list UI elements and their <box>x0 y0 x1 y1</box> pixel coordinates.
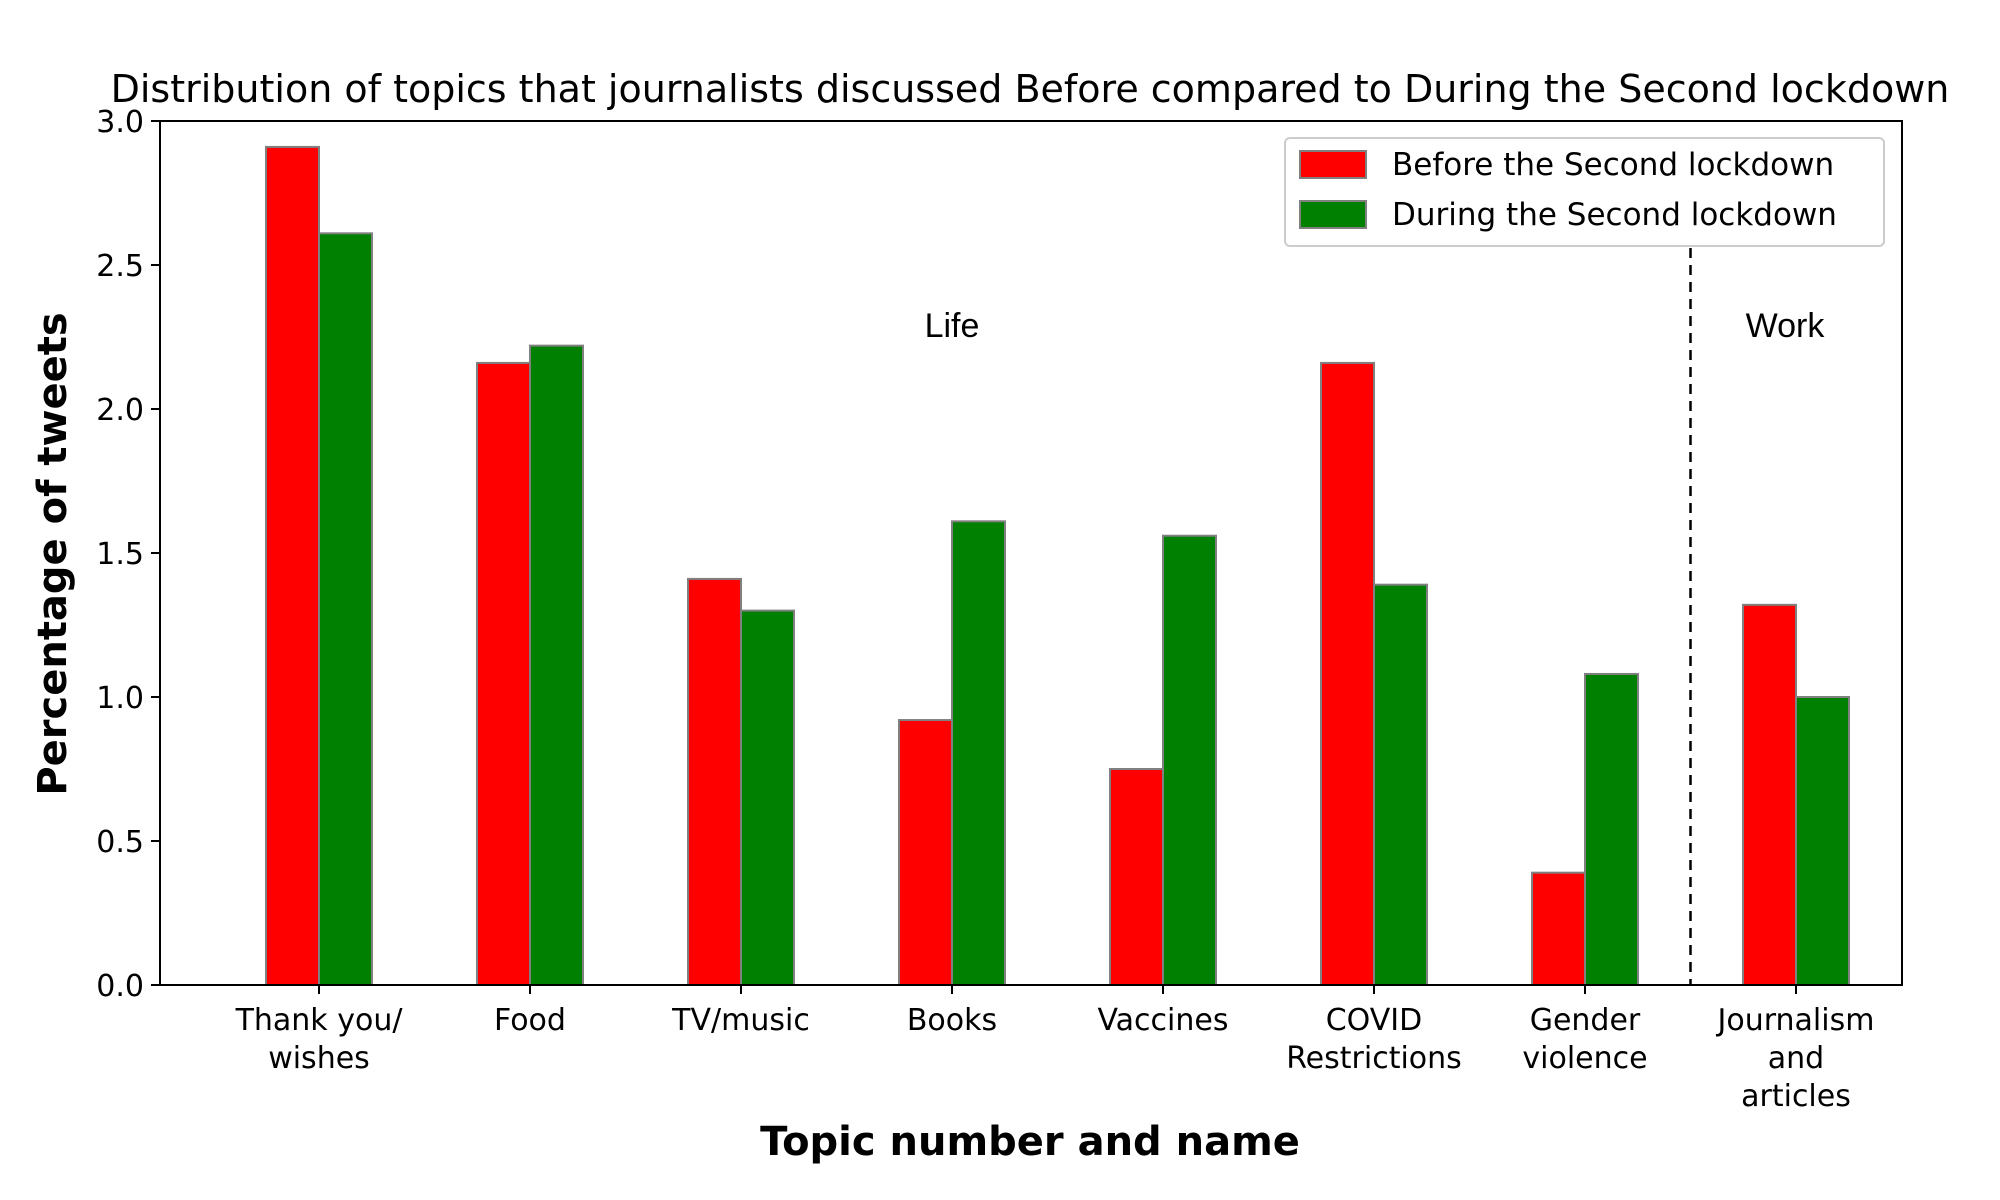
annotations: Life Work <box>925 307 1826 345</box>
annotation-life: Life <box>925 307 980 345</box>
y-tick-label: 1.5 <box>96 537 144 572</box>
bar-before-1 <box>476 361 531 987</box>
y-tick-label: 0.0 <box>96 969 144 1004</box>
bar-during-4 <box>1162 534 1217 986</box>
bar-during-0 <box>318 232 373 986</box>
x-tick-label-line: articles <box>1741 1079 1851 1114</box>
x-tick-label-line: TV/music <box>671 1003 810 1038</box>
y-axis: 0.0 0.5 1.0 1.5 2.0 2.5 3.0 <box>96 105 160 1004</box>
bar-during-5 <box>1373 583 1428 986</box>
bar-before-6 <box>1531 871 1586 986</box>
legend-swatch <box>1299 200 1367 229</box>
y-tick-label: 2.0 <box>96 393 144 428</box>
bar-before-2 <box>687 577 742 986</box>
y-axis-label: Percentage of tweets <box>30 312 76 795</box>
x-tick-label: Thank you/wishes <box>235 1003 404 1076</box>
bar-before-4 <box>1109 768 1164 986</box>
bar-during-7 <box>1795 696 1850 986</box>
x-tick-label-line: Books <box>907 1003 997 1038</box>
y-tick-label: 0.5 <box>96 825 144 860</box>
x-tick-label: Gender violence <box>1522 1003 1647 1076</box>
x-tick-label: Journalism and articles <box>1716 1003 1875 1114</box>
x-tick-label: COVID Restrictions <box>1286 1003 1462 1076</box>
x-tick-label-line: and <box>1768 1041 1824 1076</box>
x-tick-label-line: Restrictions <box>1286 1041 1462 1076</box>
plot-frame <box>159 120 1903 986</box>
x-axis-label: Topic number and name <box>760 1119 1300 1165</box>
bar-before-5 <box>1320 361 1375 987</box>
bar-before-7 <box>1742 603 1797 987</box>
y-tick-label: 3.0 <box>96 105 144 140</box>
y-tick-label: 1.0 <box>96 681 144 716</box>
legend-label: During the Second lockdown <box>1392 197 1837 233</box>
bar-during-6 <box>1584 672 1639 987</box>
legend: Before the Second lockdown During the Sec… <box>1284 137 1885 247</box>
annotation-work: Work <box>1746 307 1826 345</box>
x-tick-label-line: wishes <box>268 1041 370 1076</box>
chart-title: Distribution of topics that journalists … <box>111 67 1950 111</box>
x-tick-label-line: Journalism <box>1716 1003 1875 1038</box>
bar-before-0 <box>265 145 320 987</box>
legend-box <box>1284 137 1885 247</box>
x-tick-label: Food <box>494 1003 566 1038</box>
bar-before-3 <box>898 719 953 986</box>
x-tick-label-line: Gender <box>1530 1003 1641 1038</box>
x-tick-label-line: Food <box>494 1003 566 1038</box>
legend-label: Before the Second lockdown <box>1392 147 1834 183</box>
x-axis: Thank you/wishes Food TV/music Books Vaccine… <box>235 985 1875 1114</box>
x-tick-label-line: COVID <box>1326 1003 1423 1038</box>
bar-during-1 <box>529 344 584 986</box>
x-tick-label-line: Vaccines <box>1097 1003 1228 1038</box>
y-tick-label: 2.5 <box>96 249 144 284</box>
bar-during-3 <box>951 520 1006 986</box>
x-tick-label-line: violence <box>1522 1041 1647 1076</box>
legend-swatch <box>1299 150 1367 179</box>
x-tick-label-line: Thank you/ <box>235 1003 404 1038</box>
x-tick-label: Books <box>907 1003 997 1038</box>
plot-area <box>159 120 1903 987</box>
bar-during-2 <box>740 609 795 986</box>
x-tick-label: Vaccines <box>1097 1003 1228 1038</box>
x-tick-label: TV/music <box>671 1003 810 1038</box>
